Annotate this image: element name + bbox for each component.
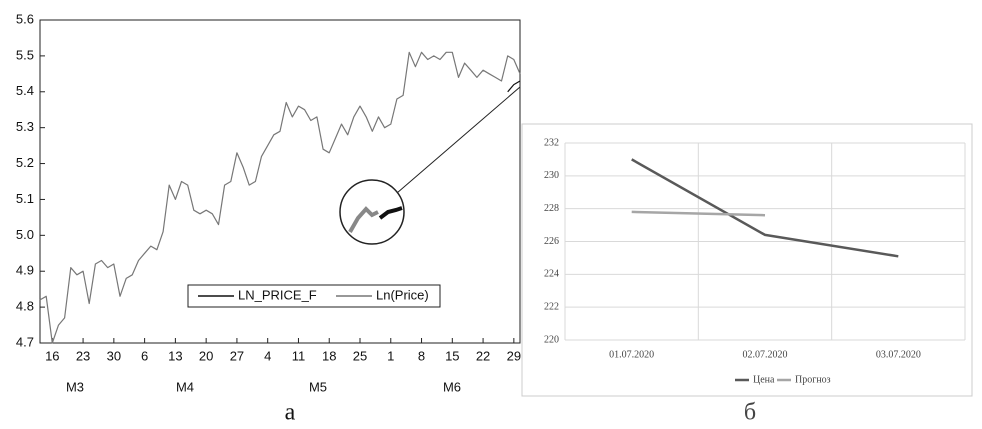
month-label: M4 — [176, 379, 194, 394]
series-line — [631, 210, 766, 217]
y-tick-label: 5.6 — [16, 11, 34, 26]
y-tick-label: 4.8 — [16, 299, 34, 314]
month-label: M3 — [66, 379, 84, 394]
caption: а — [285, 400, 296, 426]
x-tick-label: 6 — [141, 348, 148, 363]
plot-frame — [39, 19, 521, 344]
y-tick-label: 226 — [544, 236, 559, 247]
y-tick-label: 230 — [544, 170, 559, 181]
caption: б — [744, 400, 756, 426]
x-tick-label: 8 — [418, 348, 425, 363]
y-tick-label: 4.9 — [16, 263, 34, 278]
x-tick-label: 25 — [353, 348, 367, 363]
x-tick-label: 30 — [107, 348, 121, 363]
x-tick-label: 16 — [45, 348, 59, 363]
month-label: M6 — [443, 379, 461, 394]
y-tick-label: 5.1 — [16, 191, 34, 206]
x-tick-label: 27 — [230, 348, 244, 363]
x-tick-label: 02.07.2020 — [743, 349, 788, 360]
x-tick-label: 03.07.2020 — [876, 349, 921, 360]
zoom-circle — [339, 179, 405, 245]
x-tick-label: 11 — [292, 348, 306, 363]
x-tick-label: 23 — [76, 348, 90, 363]
legend-box — [187, 284, 441, 308]
x-tick-label: 4 — [264, 348, 271, 363]
y-tick-label: 224 — [544, 269, 559, 280]
x-tick-label: 13 — [168, 348, 182, 363]
legend-label: Цена — [753, 374, 775, 385]
zoom-line — [378, 206, 403, 220]
y-tick-label: 5.0 — [16, 227, 34, 242]
x-tick-label: 01.07.2020 — [609, 349, 654, 360]
y-tick-label: 4.7 — [16, 334, 34, 349]
x-tick-label: 18 — [322, 348, 336, 363]
y-tick-label: 228 — [544, 203, 559, 214]
y-tick-label: 5.2 — [16, 155, 34, 170]
zoom-line — [348, 206, 379, 233]
y-tick-label: 5.5 — [16, 47, 34, 62]
series-line — [507, 80, 521, 93]
y-tick-label: 232 — [544, 137, 559, 148]
chart-a: а 4.7 4.8 4.9 5.0 5.1 5.2 5.3 5.4 5.5 5.6 16 23 30 6 1… — [16, 11, 521, 425]
x-tick-label: 22 — [476, 348, 490, 363]
x-tick-label: 1 — [387, 348, 394, 363]
legend-label: Прогноз — [795, 374, 831, 385]
y-tick-label: 5.3 — [16, 119, 34, 134]
chart-frame — [521, 123, 973, 397]
series-line — [631, 158, 899, 258]
zoom-pointer — [396, 86, 521, 194]
x-tick-label: 15 — [445, 348, 459, 363]
legend-label: LN_PRICE_F — [238, 287, 317, 302]
legend-label: Ln(Price) — [376, 287, 429, 302]
month-label: M5 — [309, 379, 327, 394]
y-tick-label: 5.4 — [16, 83, 34, 98]
x-tick-label: 29 — [507, 348, 521, 363]
x-tick-label: 20 — [199, 348, 213, 363]
chart-b: б 220 222 224 226 228 230 232 01.07.2020 02.07.2… — [521, 123, 973, 426]
y-tick-label: 220 — [544, 334, 559, 345]
y-tick-label: 222 — [544, 301, 559, 312]
series-line — [39, 51, 521, 344]
